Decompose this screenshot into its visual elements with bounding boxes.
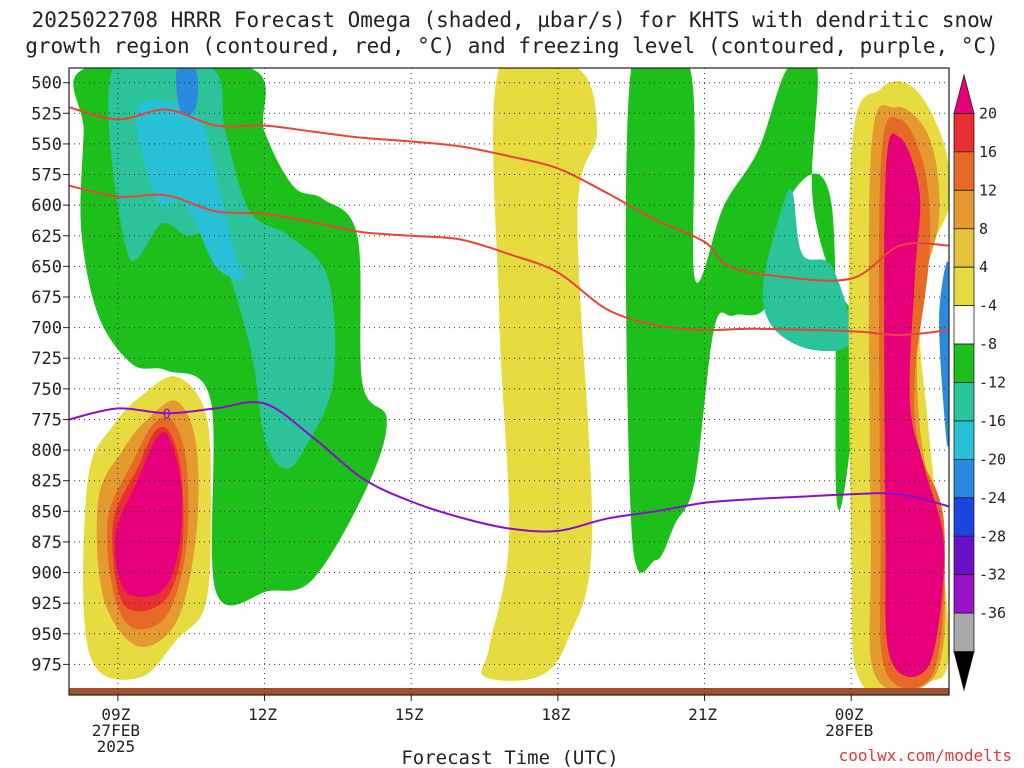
- colorbar-label: 8: [979, 220, 988, 238]
- colorbar-segment: [953, 574, 975, 614]
- y-tick-label: 650: [31, 257, 62, 277]
- omega-region-ascent-core-east: [762, 189, 852, 352]
- colorbar-segment: [953, 266, 975, 307]
- chart-title-line-1: 2025022708 HRRR Forecast Omega (shaded, …: [31, 8, 993, 32]
- x-tick-label: 27FEB: [92, 721, 140, 740]
- ground-surface-strip: [69, 688, 949, 695]
- colorbar-segment: [953, 189, 975, 230]
- dgz-contour--12: [69, 106, 949, 282]
- y-tick-label: 550: [31, 135, 62, 155]
- colorbar-label: -36: [979, 604, 1006, 622]
- colorbar-segment: [953, 343, 975, 383]
- y-tick-label: 575: [31, 166, 62, 186]
- colorbar-label: -16: [979, 412, 1006, 430]
- chart-title-line-2: growth region (contoured, red, °C) and f…: [25, 34, 999, 58]
- colorbar-label: -24: [979, 489, 1006, 507]
- colorbar-segment: [953, 305, 975, 345]
- colorbar-label: -4: [979, 297, 997, 315]
- colorbar-segment: [953, 535, 975, 576]
- y-tick-label: 800: [31, 441, 62, 461]
- colorbar-segment: [953, 73, 975, 114]
- dgz-contour--18: [69, 184, 949, 337]
- omega-region-subsidence-west-core-5: [114, 432, 183, 598]
- x-tick-label: 12Z: [248, 705, 277, 724]
- y-tick-label: 875: [31, 533, 62, 553]
- colorbar-segment: [953, 612, 975, 652]
- colorbar-segment: [953, 497, 975, 537]
- colorbar-label: -32: [979, 566, 1006, 584]
- x-tick-label: 21Z: [688, 705, 717, 724]
- y-tick-label: 950: [31, 625, 62, 645]
- colorbar: 20 16 12 8 4 -4 -8 -12 -16 -20 -24 -28 -32 -36: [953, 73, 1006, 692]
- x-tick-label: 00Z: [835, 705, 864, 724]
- omega-region-ascent-band-east: [625, 68, 858, 573]
- x-tick-label: 18Z: [541, 705, 570, 724]
- y-tick-label: 750: [31, 380, 62, 400]
- y-tick-label: 975: [31, 655, 62, 675]
- y-tick-label: 725: [31, 349, 62, 369]
- colorbar-label: 16: [979, 143, 997, 161]
- y-tick-label: 525: [31, 104, 62, 124]
- freezing-level-label: 0: [163, 407, 171, 422]
- colorbar-segment: [953, 651, 975, 692]
- x-tick-label: 28FEB: [825, 721, 873, 740]
- colorbar-segment: [953, 228, 975, 268]
- colorbar-segment: [953, 420, 975, 460]
- omega-shading: [73, 68, 949, 695]
- omega-region-subsidence-east-4: [884, 133, 945, 678]
- y-tick-label: 900: [31, 564, 62, 584]
- credit-text: coolwx.com/modelts: [839, 746, 1012, 765]
- grid-lines: [69, 68, 949, 695]
- y-tick-label: 700: [31, 319, 62, 339]
- omega-region-ascent-strong-west: [175, 68, 199, 116]
- x-tick-label: 2025: [97, 737, 136, 756]
- y-tick-label: 850: [31, 502, 62, 522]
- colorbar-segment: [953, 382, 975, 422]
- colorbar-label: 20: [979, 104, 997, 122]
- plot-frame: [68, 67, 950, 696]
- y-tick-label: 925: [31, 594, 62, 614]
- colorbar-label: 4: [979, 258, 988, 276]
- colorbar-segment: [953, 113, 975, 153]
- contour-lines: 0: [69, 106, 949, 533]
- colorbar-label: -12: [979, 374, 1006, 392]
- x-tick-label: 15Z: [395, 705, 424, 724]
- omega-region-cross-section-east-edge: [939, 261, 949, 447]
- colorbar-label: -20: [979, 450, 1006, 468]
- y-tick-label: 825: [31, 472, 62, 492]
- colorbar-label: -8: [979, 335, 997, 353]
- y-tick-label: 775: [31, 410, 62, 430]
- pressure-axis: 500 525 550 575 600 625 650 675 700 725 750 775 800 8…: [31, 74, 69, 675]
- colorbar-label: 12: [979, 181, 997, 199]
- omega-region-ascent-core-west-2: [136, 99, 246, 280]
- y-tick-label: 600: [31, 196, 62, 216]
- colorbar-label: -28: [979, 527, 1006, 545]
- colorbar-segment: [953, 458, 975, 499]
- y-tick-label: 500: [31, 74, 62, 94]
- x-tick-label: 09Z: [101, 705, 130, 724]
- x-axis-title: Forecast Time (UTC): [401, 747, 618, 768]
- freezing-level-contour: [69, 400, 949, 533]
- colorbar-segment: [953, 151, 975, 191]
- y-tick-label: 625: [31, 227, 62, 247]
- y-tick-label: 675: [31, 288, 62, 308]
- omega-region-subsidence-band-mid: [481, 68, 597, 681]
